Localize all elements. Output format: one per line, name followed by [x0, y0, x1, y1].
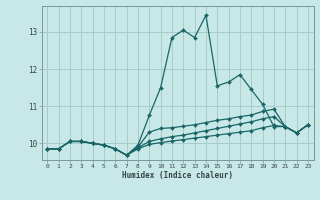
X-axis label: Humidex (Indice chaleur): Humidex (Indice chaleur) [122, 171, 233, 180]
